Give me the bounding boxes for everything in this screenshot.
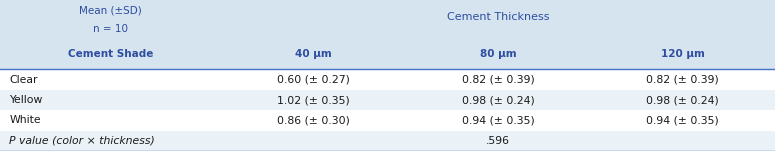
- Text: Cement Thickness: Cement Thickness: [446, 12, 549, 22]
- Text: Cement Shade: Cement Shade: [67, 49, 153, 59]
- Text: 0.60 (± 0.27): 0.60 (± 0.27): [277, 75, 350, 85]
- Text: 0.98 (± 0.24): 0.98 (± 0.24): [646, 95, 719, 105]
- Bar: [0, 69, 775, 90]
- Text: .596: .596: [486, 136, 510, 146]
- Text: Yellow: Yellow: [9, 95, 43, 105]
- Text: n = 10: n = 10: [93, 24, 128, 34]
- Bar: [0, 131, 775, 151]
- Text: P value (color × thickness): P value (color × thickness): [9, 136, 155, 146]
- Text: 0.94 (± 0.35): 0.94 (± 0.35): [646, 115, 719, 125]
- Bar: [0, 90, 775, 110]
- Text: Mean (±SD): Mean (±SD): [79, 5, 142, 15]
- Text: 0.86 (± 0.30): 0.86 (± 0.30): [277, 115, 350, 125]
- Text: Clear: Clear: [9, 75, 38, 85]
- Text: 0.98 (± 0.24): 0.98 (± 0.24): [462, 95, 534, 105]
- Text: 120 μm: 120 μm: [661, 49, 704, 59]
- Text: 40 μm: 40 μm: [294, 49, 332, 59]
- Bar: [0, 110, 775, 131]
- Text: White: White: [9, 115, 41, 125]
- Text: 0.94 (± 0.35): 0.94 (± 0.35): [462, 115, 534, 125]
- Bar: [0, 0, 775, 69]
- Text: 1.02 (± 0.35): 1.02 (± 0.35): [277, 95, 350, 105]
- Text: 0.82 (± 0.39): 0.82 (± 0.39): [462, 75, 534, 85]
- Text: 0.82 (± 0.39): 0.82 (± 0.39): [646, 75, 719, 85]
- Text: 80 μm: 80 μm: [480, 49, 516, 59]
